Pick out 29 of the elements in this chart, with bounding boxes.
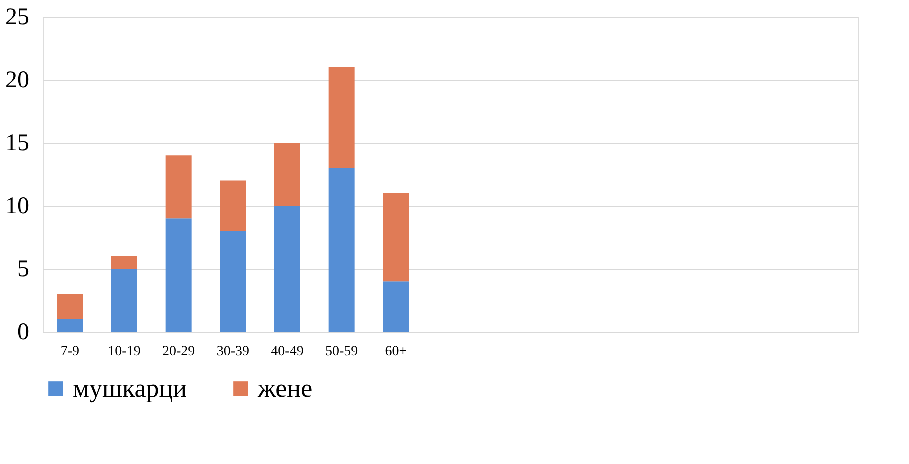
- x-tick-label: 60+: [385, 344, 408, 360]
- bar: [328, 168, 355, 332]
- y-tick-label: 15: [6, 130, 30, 156]
- bar: [220, 231, 246, 332]
- y-tick-label: 0: [18, 320, 30, 346]
- x-tick-label: 10-19: [108, 344, 141, 360]
- x-tick-label: 7-9: [60, 344, 80, 360]
- bar: [274, 143, 300, 206]
- bar: [274, 206, 300, 332]
- y-tick-label: 10: [6, 194, 30, 220]
- x-tick-label: 20-29: [162, 344, 196, 360]
- bar: [220, 180, 246, 232]
- legend-label: мушкарци: [73, 374, 188, 403]
- bar: [383, 193, 410, 282]
- bar: [112, 256, 138, 269]
- x-tick-label: 50-59: [325, 344, 358, 360]
- x-tick-label: 40-49: [271, 344, 304, 360]
- y-tick-label: 20: [6, 68, 30, 94]
- legend-label: жене: [257, 374, 313, 403]
- bar: [383, 282, 410, 332]
- y-tick-label: 25: [6, 4, 30, 30]
- x-tick-label: 30-39: [216, 344, 250, 360]
- bar: [328, 67, 355, 168]
- bar: [57, 294, 84, 320]
- bar: [166, 156, 192, 219]
- bar: [166, 218, 192, 332]
- bar: [57, 319, 84, 332]
- bar: [112, 269, 138, 332]
- y-tick-label: 5: [18, 256, 30, 282]
